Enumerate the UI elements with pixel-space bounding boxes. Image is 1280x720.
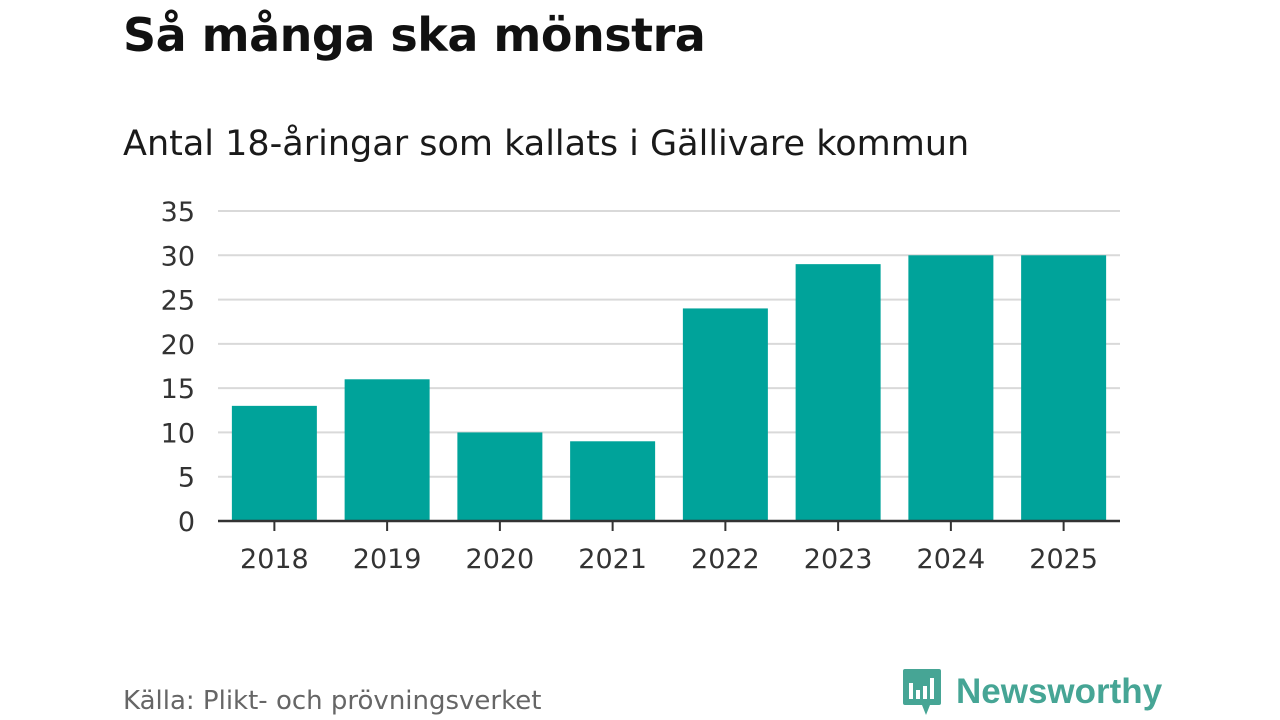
x-tick-label: 2022 <box>691 544 760 575</box>
bar <box>570 441 656 521</box>
bar <box>231 405 317 521</box>
bar <box>344 379 430 521</box>
y-tick-label: 25 <box>161 286 195 317</box>
bars <box>231 255 1107 522</box>
x-tick-label: 2021 <box>578 544 647 575</box>
source-note: Källa: Plikt- och prövningsverket <box>123 686 542 716</box>
y-tick-label: 20 <box>161 330 195 361</box>
page-title: Så många ska mönstra <box>123 8 706 62</box>
y-tick-label: 15 <box>161 374 195 405</box>
x-tick-label: 2024 <box>917 544 986 575</box>
x-tick-label: 2020 <box>466 544 535 575</box>
y-tick-label: 5 <box>178 463 195 494</box>
x-tick-label: 2018 <box>240 544 309 575</box>
chart-subtitle: Antal 18-åringar som kallats i Gällivare… <box>123 124 970 164</box>
y-tick-label: 0 <box>178 507 195 538</box>
bar <box>795 264 881 521</box>
brand-name: Newsworthy <box>956 672 1163 711</box>
x-tick-label: 2019 <box>353 544 422 575</box>
bar <box>682 308 768 521</box>
x-axis: 2018 2019 2020 2021 2022 2023 2024 2025 <box>218 519 1120 575</box>
bar <box>908 255 994 522</box>
brand-logo: Newsworthy <box>902 668 1162 716</box>
bar <box>457 432 543 521</box>
bar <box>1021 255 1107 522</box>
y-tick-label: 10 <box>161 418 195 449</box>
newsworthy-logo-icon <box>903 669 941 715</box>
y-axis-ticks: 0 5 10 15 20 25 30 35 <box>161 197 195 538</box>
y-tick-label: 30 <box>161 241 195 272</box>
y-tick-label: 35 <box>161 197 195 228</box>
x-tick-label: 2023 <box>804 544 873 575</box>
x-tick-label: 2025 <box>1029 544 1098 575</box>
